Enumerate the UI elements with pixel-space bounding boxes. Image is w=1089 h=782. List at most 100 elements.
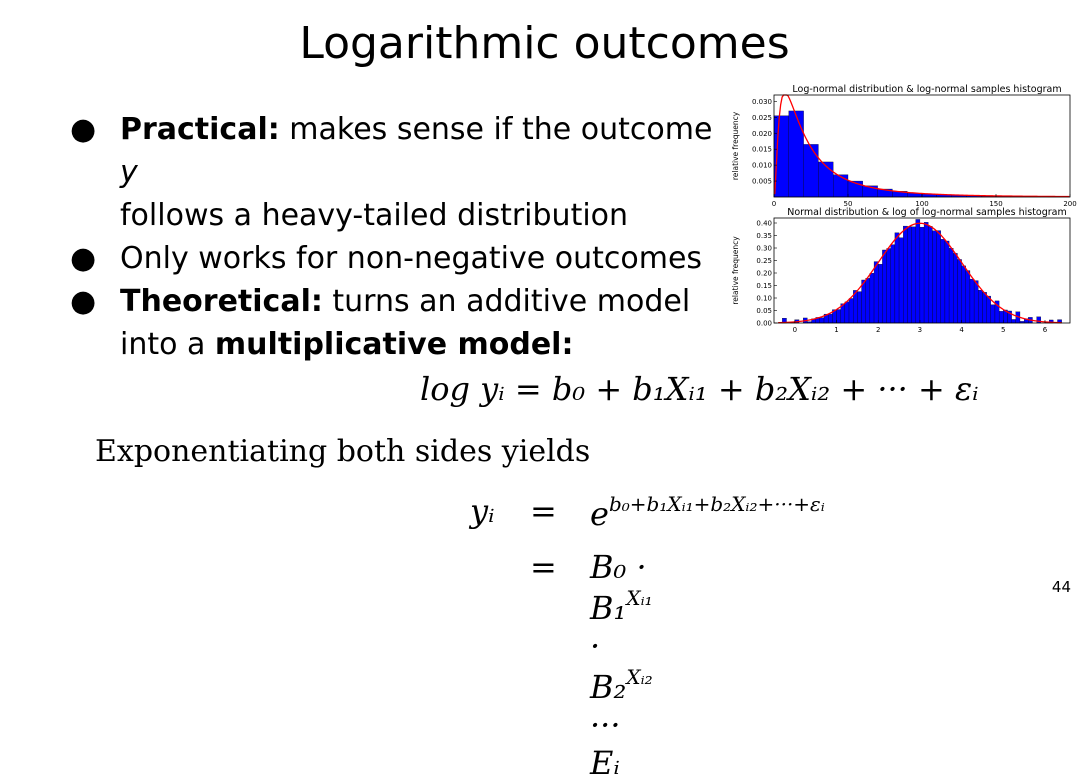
histogram-bar	[949, 248, 953, 323]
histogram-bar	[878, 264, 882, 323]
histogram-bar	[828, 314, 832, 323]
y-tick-label: 0.010	[752, 162, 772, 170]
histogram-bar	[891, 245, 895, 323]
page-number: 44	[1052, 578, 1071, 596]
histogram-bar	[804, 144, 819, 197]
x-tick-label: 6	[1043, 326, 1048, 334]
y-tick-label: 0.05	[756, 307, 772, 315]
x-tick-label: 2	[876, 326, 880, 334]
histogram-bar	[987, 296, 991, 323]
bullet-text: makes sense if the outcome	[280, 112, 713, 147]
exponentiating-text: Exponentiating both sides yields	[95, 434, 590, 469]
product-part-2: · B₂	[590, 627, 626, 706]
y-tick-label: 0.40	[756, 220, 772, 228]
x-tick-label: 4	[959, 326, 964, 334]
x-tick-label: 1	[834, 326, 838, 334]
x-tick-label: 3	[918, 326, 922, 334]
bullet-bold-phrase: multiplicative model	[215, 327, 562, 362]
histogram-bar	[837, 310, 841, 323]
histogram-bar	[899, 238, 903, 323]
histogram-bar	[866, 278, 870, 323]
histogram-bar	[932, 231, 936, 323]
equation-lhs: yᵢ	[470, 492, 495, 530]
equation-rhs-exp: eb₀+b₁Xᵢ₁+b₂Xᵢ₂+···+εᵢ	[590, 492, 825, 533]
y-tick-label: 0.20	[756, 270, 772, 278]
histogram-bar	[920, 227, 924, 323]
bullet-bold-label: Practical:	[120, 112, 280, 147]
y-tick-label: 0.25	[756, 257, 772, 265]
bullet-nonnegative: ● Only works for non-negative outcomes	[70, 237, 730, 280]
histogram-bar	[907, 227, 911, 323]
bullet-theoretical: ● Theoretical: turns an additive model i…	[70, 280, 730, 366]
histogram-bar	[1012, 319, 1016, 323]
bullet-practical: ● Practical: makes sense if the outcome …	[70, 108, 730, 237]
chart-title: Log-normal distribution & log-normal sam…	[792, 84, 1061, 95]
histogram-bar	[953, 253, 957, 323]
chart-ylabel: relative frequency	[731, 236, 740, 305]
x-tick-label: 0	[793, 326, 797, 334]
bullet-text-line2: follows a heavy-tailed distribution	[120, 198, 628, 233]
bullet-dot-icon: ●	[70, 108, 92, 151]
histogram-bar	[820, 318, 824, 323]
y-tick-label: 0.15	[756, 282, 772, 290]
exp-exponent: b₀+b₁Xᵢ₁+b₂Xᵢ₂+···+εᵢ	[609, 492, 825, 516]
bullet-variable: y	[120, 155, 138, 190]
chart-title: Normal distribution & log of log-normal …	[787, 207, 1067, 218]
y-tick-label: 0.025	[752, 114, 772, 122]
bullet-bold-label: Theoretical:	[120, 284, 323, 319]
product-part-3: ··· Eᵢ	[590, 706, 621, 782]
equation-equals: =	[530, 548, 557, 586]
y-tick-label: 0.00	[756, 320, 772, 328]
equation-equals: =	[530, 492, 557, 530]
histogram-bar	[895, 233, 899, 323]
histogram-bar	[789, 111, 804, 197]
histogram-bar	[941, 239, 945, 323]
product-exp-2: Xᵢ₂	[626, 665, 652, 689]
histogram-charts: Log-normal distribution & log-normal sam…	[730, 75, 1080, 343]
y-tick-label: 0.020	[752, 130, 772, 138]
histogram-bar	[999, 311, 1003, 323]
histogram-bar	[966, 271, 970, 323]
histogram-bar	[833, 175, 848, 197]
histogram-bar	[862, 280, 866, 323]
x-tick-label: 0	[772, 200, 776, 208]
histogram-bar	[928, 226, 932, 323]
bullet-text: turns an additive model	[323, 284, 690, 319]
histogram-bar	[912, 227, 916, 323]
histogram-bar	[974, 281, 978, 323]
bullet-text-line2: into a	[120, 327, 215, 362]
histogram-bar	[962, 266, 966, 323]
histogram-bar	[924, 222, 928, 323]
histogram-bar	[970, 279, 974, 323]
bullet-dot-icon: ●	[70, 280, 92, 323]
y-tick-label: 0.10	[756, 295, 772, 303]
histogram-bar	[945, 241, 949, 323]
histogram-bar	[874, 262, 878, 323]
histogram-bar	[882, 250, 886, 323]
histogram-bar	[857, 292, 861, 323]
histogram-bar	[937, 231, 941, 323]
histogram-bar	[916, 219, 920, 323]
y-tick-label: 0.030	[752, 98, 772, 106]
y-tick-label: 0.015	[752, 146, 772, 154]
bullet-text: Only works for non-negative outcomes	[120, 241, 702, 276]
x-tick-label: 5	[1001, 326, 1005, 334]
histogram-bar	[849, 298, 853, 323]
product-exp-1: Xᵢ₁	[626, 586, 652, 610]
bullet-dot-icon: ●	[70, 237, 92, 280]
histogram-bar	[870, 273, 874, 323]
bullet-colon: :	[561, 327, 573, 362]
histogram-bar	[978, 290, 982, 323]
histogram-bar	[818, 162, 833, 197]
chart-ylabel: relative frequency	[731, 111, 740, 180]
equation-rhs-product: B₀ · B₁Xᵢ₁ · B₂Xᵢ₂ ··· Eᵢ	[590, 548, 653, 782]
histogram-bar	[887, 248, 891, 323]
histogram-bar	[845, 302, 849, 323]
y-tick-label: 0.30	[756, 245, 772, 253]
histogram-bar	[991, 305, 995, 323]
slide-title: Logarithmic outcomes	[0, 18, 1089, 69]
histogram-bar	[982, 292, 986, 323]
bullet-list: ● Practical: makes sense if the outcome …	[70, 108, 730, 366]
y-tick-label: 0.35	[756, 232, 772, 240]
exp-base: e	[590, 495, 609, 533]
